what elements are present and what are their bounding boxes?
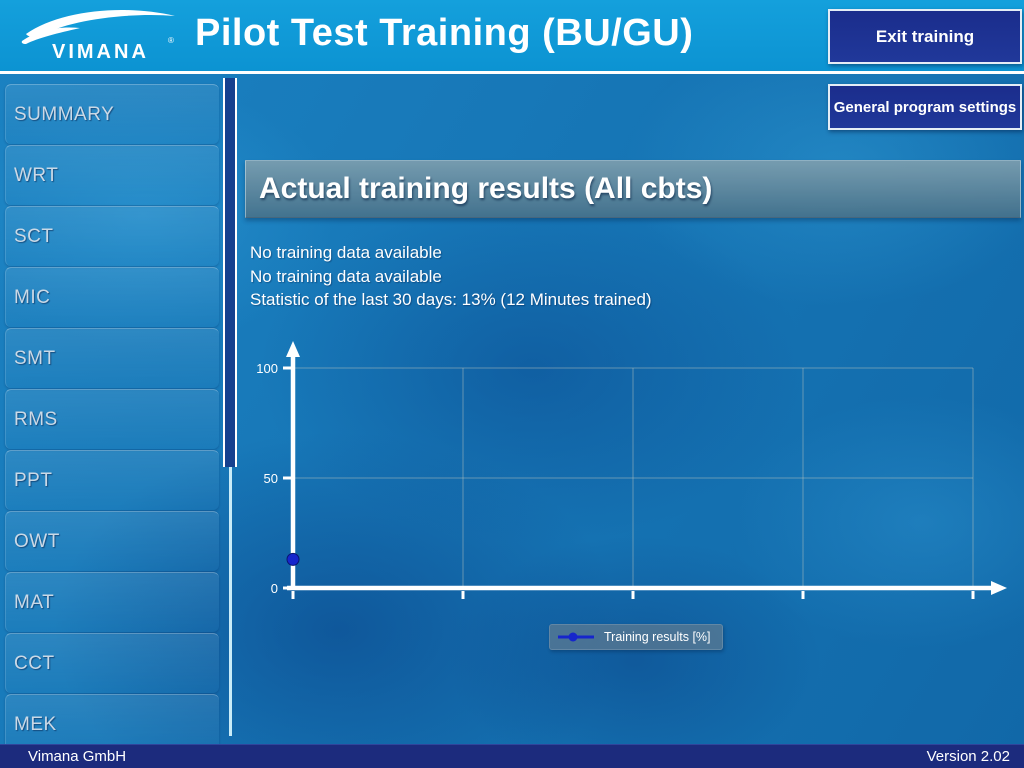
sidebar-item-sct[interactable]: SCT <box>5 206 219 266</box>
section-title: Actual training results (All cbts) <box>259 172 713 205</box>
sidebar-item-mic[interactable]: MIC <box>5 267 219 327</box>
svg-text:50: 50 <box>264 471 278 486</box>
sidebar-item-owt[interactable]: OWT <box>5 511 219 571</box>
legend-label: Training results [%] <box>604 630 711 644</box>
sidebar-item-smt[interactable]: SMT <box>5 328 219 388</box>
exit-training-button[interactable]: Exit training <box>828 9 1022 64</box>
sidebar-item-ppt[interactable]: PPT <box>5 450 219 510</box>
svg-text:0: 0 <box>271 581 278 596</box>
info-line: No training data available <box>250 266 442 286</box>
sidebar-item-wrt[interactable]: WRT <box>5 145 219 205</box>
chart-legend: Training results [%] <box>549 624 723 650</box>
chart-canvas: 0 50 100 <box>256 341 1007 599</box>
training-results-chart: 0 50 100 <box>255 338 1015 610</box>
legend-line-marker-icon <box>558 632 594 642</box>
logo-wordmark: VIMANA <box>52 41 149 63</box>
info-line: No training data available <box>250 243 442 262</box>
sidebar-nav: SUMMARY WRT SCT MIC SMT RMS PPT OWT MAT … <box>0 77 222 754</box>
svg-text:100: 100 <box>256 361 278 376</box>
registered-mark: ® <box>168 36 174 45</box>
vimana-logo: VIMANA ® <box>20 4 180 66</box>
info-line: Statistic of the last 30 days: 13% (12 M… <box>250 290 652 309</box>
sidebar-item-mat[interactable]: MAT <box>5 572 219 632</box>
sidebar-item-summary[interactable]: SUMMARY <box>5 84 219 144</box>
footer-company: Vimana GmbH <box>28 748 127 765</box>
footer-bar: Vimana GmbH Version 2.02 <box>0 744 1024 768</box>
sidebar-item-cct[interactable]: CCT <box>5 633 219 693</box>
footer-version: Version 2.02 <box>926 748 1010 765</box>
general-program-settings-button[interactable]: General program settings <box>828 84 1022 130</box>
section-titlebar: Actual training results (All cbts) <box>245 160 1021 218</box>
app-title: Pilot Test Training (BU/GU) <box>195 12 694 54</box>
sidebar-scrollbar-thumb[interactable] <box>223 78 237 467</box>
sidebar-item-rms[interactable]: RMS <box>5 389 219 449</box>
training-info: No training data available No training d… <box>250 241 652 312</box>
swoosh-icon <box>21 10 175 44</box>
header-bar: VIMANA ® Pilot Test Training (BU/GU) Exi… <box>0 0 1024 74</box>
